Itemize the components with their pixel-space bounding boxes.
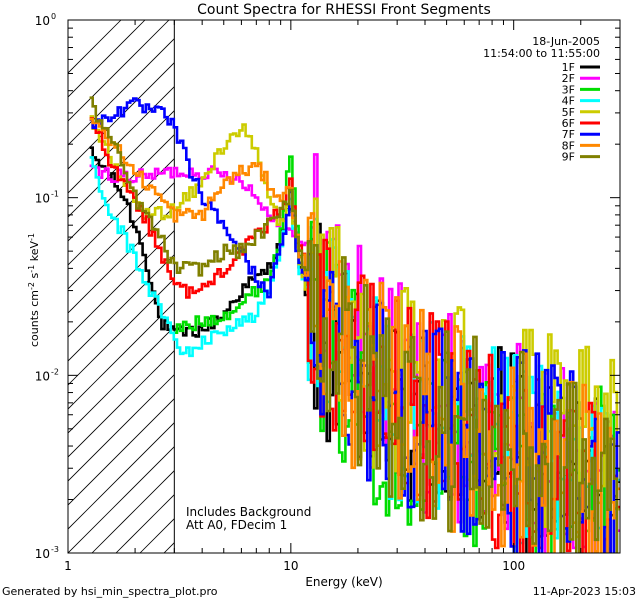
y-tick-exponent: -1 <box>51 190 59 199</box>
hatch-line <box>68 254 175 362</box>
x-axis-label: Energy (keV) <box>305 575 382 589</box>
date-label: 18-Jun-2005 <box>532 35 600 48</box>
legend-label: 1F <box>562 61 575 74</box>
hatch-line <box>68 446 175 553</box>
hatch-line <box>68 230 175 338</box>
y-tick-exponent: -3 <box>51 545 59 554</box>
x-tick-label: 1 <box>64 559 72 573</box>
series-9F <box>89 96 619 553</box>
legend-label: 5F <box>562 106 575 119</box>
plot-frame <box>67 19 621 554</box>
x-tick-label: 100 <box>502 559 525 573</box>
legend-label: 4F <box>562 95 575 108</box>
legend-label: 8F <box>562 139 575 152</box>
y-tick-exponent: 0 <box>51 12 56 21</box>
hatch-line <box>68 38 175 146</box>
hatch-line <box>68 20 122 74</box>
legend-label: 2F <box>562 72 575 85</box>
hatch-line <box>68 206 175 314</box>
legend-label: 6F <box>562 117 575 130</box>
footer-timestamp: 11-Apr-2023 15:03 <box>533 585 636 598</box>
y-label-main: counts cm <box>28 290 41 347</box>
x-tick-label: 10 <box>283 559 298 573</box>
y-tick-label: 10 <box>35 192 50 206</box>
hatch-line <box>68 182 175 290</box>
hatch-line <box>68 158 175 266</box>
y-label-mid2: keV <box>28 241 41 265</box>
hatch-line <box>68 422 175 530</box>
series-layer <box>89 96 620 553</box>
hatch-line <box>620 20 640 553</box>
y-tick-label: 10 <box>35 369 50 383</box>
y-tick-label: 10 <box>35 547 50 561</box>
legend-label: 7F <box>562 128 575 141</box>
annotation-background: Includes Background <box>186 505 311 519</box>
y-tick-exponent: -2 <box>51 367 59 376</box>
y-label-mid1: s <box>28 272 41 281</box>
y-axis-label: counts cm-2 s-1 keV-1 <box>27 233 41 347</box>
hatch-line <box>68 398 175 506</box>
series-8F <box>89 118 620 553</box>
series-3F <box>173 155 620 553</box>
y-tick-label: 10 <box>35 14 50 28</box>
hatch-line <box>68 278 175 386</box>
hatch-line <box>68 374 175 482</box>
hatch-line <box>68 20 170 122</box>
legend-label: 9F <box>562 151 575 164</box>
hatch-line <box>68 20 146 98</box>
y-label-exp2: -1 <box>27 265 36 273</box>
y-label-exp3: -1 <box>27 233 36 241</box>
footer-generated-by: Generated by hsi_min_spectra_plot.pro <box>2 585 218 598</box>
y-label-exp1: -2 <box>27 282 36 290</box>
time-range-label: 11:54:00 to 11:55:00 <box>483 47 600 60</box>
legend-label: 3F <box>562 83 575 96</box>
annotation-attenuator: Att A0, FDecim 1 <box>186 518 287 532</box>
chart-title: Count Spectra for RHESSI Front Segments <box>197 2 491 18</box>
